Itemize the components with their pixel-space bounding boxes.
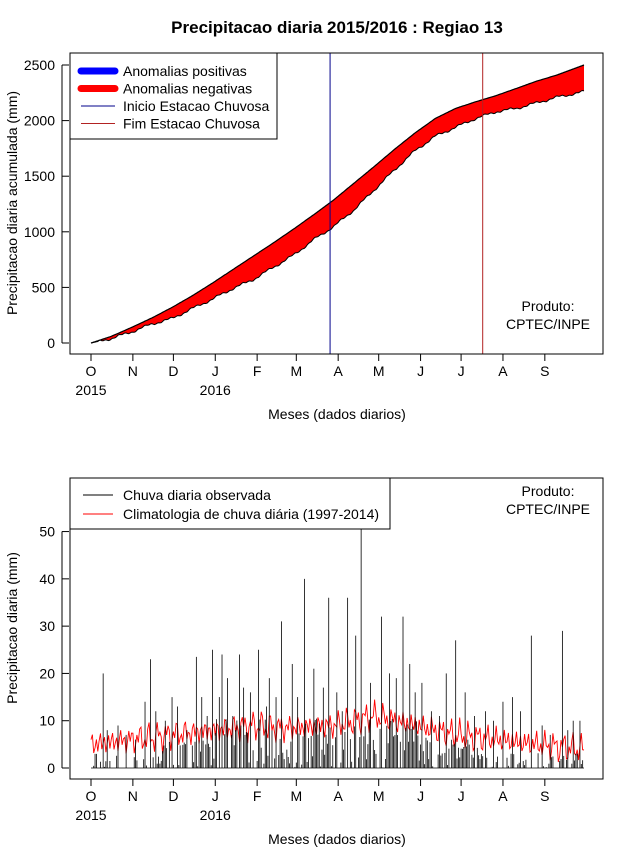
top-x-tick-label: A [334, 363, 344, 379]
bottom-x-tick-label: N [128, 788, 138, 804]
top-y-axis: 0 500 1000 1500 2000 2500 [24, 57, 69, 351]
top-x-tick-label: J [212, 363, 219, 379]
accumulated-precipitation-chart: 0 500 1000 1500 2000 2500 O N D J F M A M J J A S 2015 201… [4, 52, 604, 422]
top-y-tick-label: 0 [47, 335, 55, 351]
top-legend: Anomalias positivas Anomalias negativasIn… [69, 52, 278, 140]
bottom-credit-line2: CPTEC/INPE [506, 501, 590, 517]
top-credit-line2: CPTEC/INPE [506, 316, 590, 332]
top-x-axis: O N D J F M A M J J A S 2015 2016 [75, 353, 550, 398]
top-x-tick-label: J [417, 363, 424, 379]
bottom-x-tick-label: M [373, 788, 385, 804]
bottom-year-label: 2015 [75, 807, 106, 823]
bottom-x-tick-label: J [458, 788, 465, 804]
bottom-x-tick-label: A [498, 788, 508, 804]
top-y-tick-label: 2500 [24, 57, 55, 73]
bottom-legend-label: Chuva diaria observada [123, 487, 271, 503]
bottom-legend: Chuva diaria observada Climatologia de ch… [69, 477, 391, 530]
observed-accumulated-line [90, 89, 585, 344]
season-lines [329, 53, 484, 354]
top-legend-label: Anomalias negativas [123, 81, 252, 97]
top-y-tick-label: 1500 [24, 168, 55, 184]
top-legend-box [69, 52, 278, 140]
top-x-tick-label: O [86, 363, 97, 379]
bottom-y-tick-label: 50 [39, 524, 55, 540]
bottom-y-tick-label: 20 [39, 665, 55, 681]
top-legend-label: Fim Estacao Chuvosa [123, 116, 260, 132]
top-x-tick-label: A [498, 363, 508, 379]
top-x-tick-label: D [168, 363, 178, 379]
negative-anomaly-area [91, 65, 584, 343]
top-x-tick-label: M [373, 363, 385, 379]
bottom-x-tick-label: A [334, 788, 344, 804]
top-x-tick-label: F [253, 363, 262, 379]
top-y-tick-label: 2000 [24, 113, 55, 129]
bottom-x-tick-label: J [417, 788, 424, 804]
bottom-y-tick-label: 40 [39, 571, 55, 587]
observed-spikes-group [91, 496, 584, 769]
daily-precipitation-chart: 0 10 20 30 40 50 O N D J F M A M J J A S 2015 2016 Precipi… [4, 477, 604, 847]
top-legend-label: Inicio Estacao Chuvosa [123, 98, 270, 114]
top-y-tick-label: 1000 [24, 224, 55, 240]
top-y-axis-label: Precipitacao diaria acumulada (mm) [4, 91, 20, 315]
bottom-x-tick-label: F [253, 788, 262, 804]
bottom-x-tick-label: O [86, 788, 97, 804]
top-x-tick-label: N [128, 363, 138, 379]
top-x-tick-label: J [458, 363, 465, 379]
bottom-x-tick-label: D [168, 788, 178, 804]
top-y-tick-label: 500 [32, 279, 56, 295]
top-legend-label: Anomalias positivas [123, 63, 247, 79]
climatology-line-group [90, 699, 585, 763]
bottom-x-axis: O N D J F M A M J J A S 2015 2016 [75, 778, 550, 823]
bottom-x-tick-label: M [290, 788, 302, 804]
bottom-year-label: 2016 [200, 807, 231, 823]
bottom-legend-box [69, 477, 391, 530]
top-year-label: 2016 [200, 382, 231, 398]
top-x-tick-label: S [540, 363, 549, 379]
anomaly-area-group [90, 64, 585, 344]
top-x-tick-label: M [290, 363, 302, 379]
bottom-credit-line1: Produto: [522, 483, 575, 499]
bottom-y-tick-label: 30 [39, 618, 55, 634]
bottom-x-tick-label: S [540, 788, 549, 804]
bottom-x-tick-label: J [212, 788, 219, 804]
top-credit-line1: Produto: [522, 298, 575, 314]
bottom-y-axis: 0 10 20 30 40 50 [39, 524, 69, 776]
bottom-y-axis-label: Precipitacao diaria (mm) [4, 552, 20, 704]
bottom-y-tick-label: 0 [47, 760, 55, 776]
climatology-accumulated-line [90, 64, 585, 344]
top-year-label: 2015 [75, 382, 106, 398]
bottom-legend-label: Climatologia de chuva diária (1997-2014) [123, 506, 379, 522]
figure-title: Precipitacao diaria 2015/2016 : Regiao 1… [171, 18, 503, 37]
bottom-y-tick-label: 10 [39, 713, 55, 729]
climatology-daily-line [90, 699, 585, 763]
top-x-axis-label: Meses (dados diarios) [268, 406, 406, 422]
bottom-x-axis-label: Meses (dados diarios) [268, 831, 406, 847]
